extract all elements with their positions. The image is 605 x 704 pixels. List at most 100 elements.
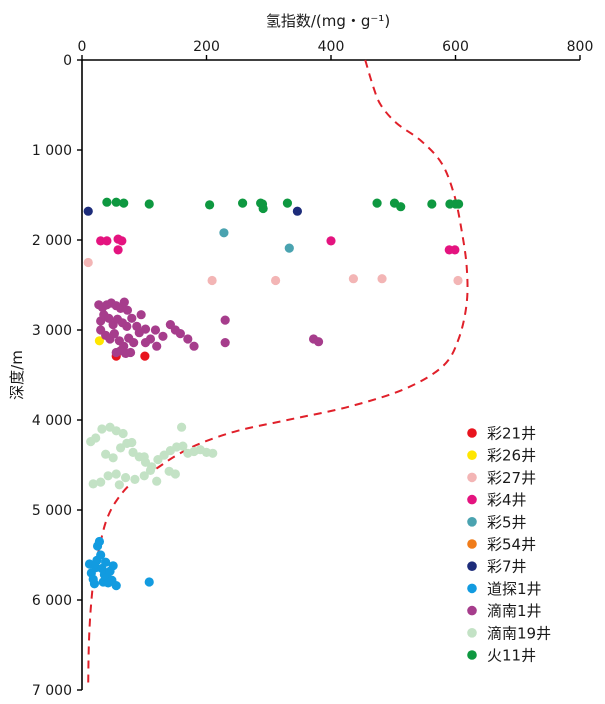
data-point: [372, 198, 382, 208]
data-point: [175, 329, 185, 339]
data-point: [152, 341, 162, 351]
data-point: [139, 471, 149, 481]
data-point: [125, 347, 136, 358]
data-point: [238, 198, 248, 208]
data-point: [94, 536, 105, 547]
data-point: [88, 479, 98, 489]
data-point: [450, 245, 460, 255]
data-point: [282, 198, 293, 208]
legend-marker: [467, 539, 477, 549]
data-point: [96, 550, 106, 560]
data-point: [109, 329, 119, 339]
data-point: [313, 337, 324, 347]
data-point: [108, 453, 118, 463]
data-point: [207, 275, 217, 286]
data-point: [118, 428, 128, 439]
data-point: [205, 200, 215, 210]
data-point: [89, 579, 100, 589]
data-point: [145, 334, 156, 344]
y-tick-label: 7 000: [32, 683, 72, 699]
data-point: [220, 338, 230, 348]
y-tick-label: 4 000: [32, 413, 72, 429]
data-point: [136, 310, 146, 320]
axes-group: 0 200 400 600 800 0 1 000 2 000 3 000 4 000 5 000 6…: [32, 39, 593, 699]
data-point: [219, 228, 229, 238]
legend-label: 滴南19井: [487, 624, 551, 642]
data-point: [189, 341, 199, 351]
data-point: [140, 351, 150, 361]
data-point: [120, 473, 131, 483]
data-point: [83, 257, 93, 268]
data-point: [258, 203, 268, 214]
legend-marker: [467, 650, 477, 660]
data-point: [101, 449, 111, 459]
data-point: [111, 197, 121, 207]
y-tick-label: 3 000: [32, 323, 72, 339]
legend-marker: [467, 494, 477, 505]
legend-label: 彩54井: [487, 536, 536, 554]
y-tick-label: 1 000: [32, 143, 72, 159]
legend: 彩21井彩26井彩27井彩4井彩5井彩54井彩7井道探1井滴南1井滴南19井火1…: [467, 425, 551, 665]
data-point: [208, 448, 218, 458]
data-point: [284, 243, 294, 253]
data-point: [326, 236, 336, 246]
y-tick-label: 6 000: [32, 593, 72, 609]
x-tick-label: 400: [318, 39, 345, 55]
data-point: [114, 480, 124, 490]
data-point: [122, 321, 132, 331]
y-axis-title: 深度/m: [8, 350, 26, 400]
y-tick-label: 2 000: [32, 233, 72, 249]
data-point: [111, 469, 121, 479]
data-point: [102, 236, 112, 246]
data-point: [183, 334, 193, 344]
y-tick-label: 5 000: [32, 503, 72, 519]
legend-marker: [467, 450, 477, 461]
legend-label: 道探1井: [487, 580, 542, 598]
data-point: [139, 452, 149, 462]
legend-label: 彩21井: [487, 425, 536, 443]
data-point: [170, 469, 180, 479]
data-point: [178, 441, 188, 451]
data-point: [113, 245, 123, 255]
data-point: [144, 577, 154, 587]
data-point: [94, 336, 105, 346]
data-point: [96, 477, 106, 487]
legend-label: 彩5井: [487, 513, 527, 531]
data-point: [91, 433, 101, 443]
x-tick-label: 800: [567, 39, 594, 55]
data-point: [396, 202, 406, 212]
data-point: [111, 581, 121, 591]
legend-marker: [467, 428, 477, 438]
legend-label: 火11井: [487, 647, 536, 665]
data-point: [119, 297, 129, 307]
data-point: [119, 198, 129, 208]
data-point: [134, 328, 144, 338]
data-point: [101, 557, 111, 567]
legend-marker: [467, 472, 477, 483]
x-axis-title: 氢指数/(mg・g⁻¹): [266, 12, 390, 30]
data-point: [348, 274, 359, 284]
data-point: [377, 274, 387, 284]
data-point: [152, 476, 162, 486]
data-point: [102, 197, 112, 207]
data-point: [122, 305, 133, 315]
data-point: [108, 561, 118, 571]
data-point: [127, 313, 137, 323]
legend-label: 彩26井: [487, 447, 536, 465]
y-tick-label: 0: [63, 53, 72, 69]
data-point: [127, 437, 137, 448]
data-point: [150, 325, 161, 335]
data-point: [83, 206, 93, 216]
trend-curve: [87, 59, 469, 683]
data-point: [220, 315, 230, 325]
trend-curve-group: [87, 59, 469, 683]
legend-marker: [467, 561, 477, 571]
data-point: [144, 199, 154, 209]
data-point: [454, 199, 464, 209]
data-point: [177, 422, 187, 432]
x-tick-label: 200: [193, 39, 220, 55]
legend-marker: [467, 605, 477, 616]
data-points-group: [83, 197, 464, 591]
data-point: [145, 465, 156, 475]
